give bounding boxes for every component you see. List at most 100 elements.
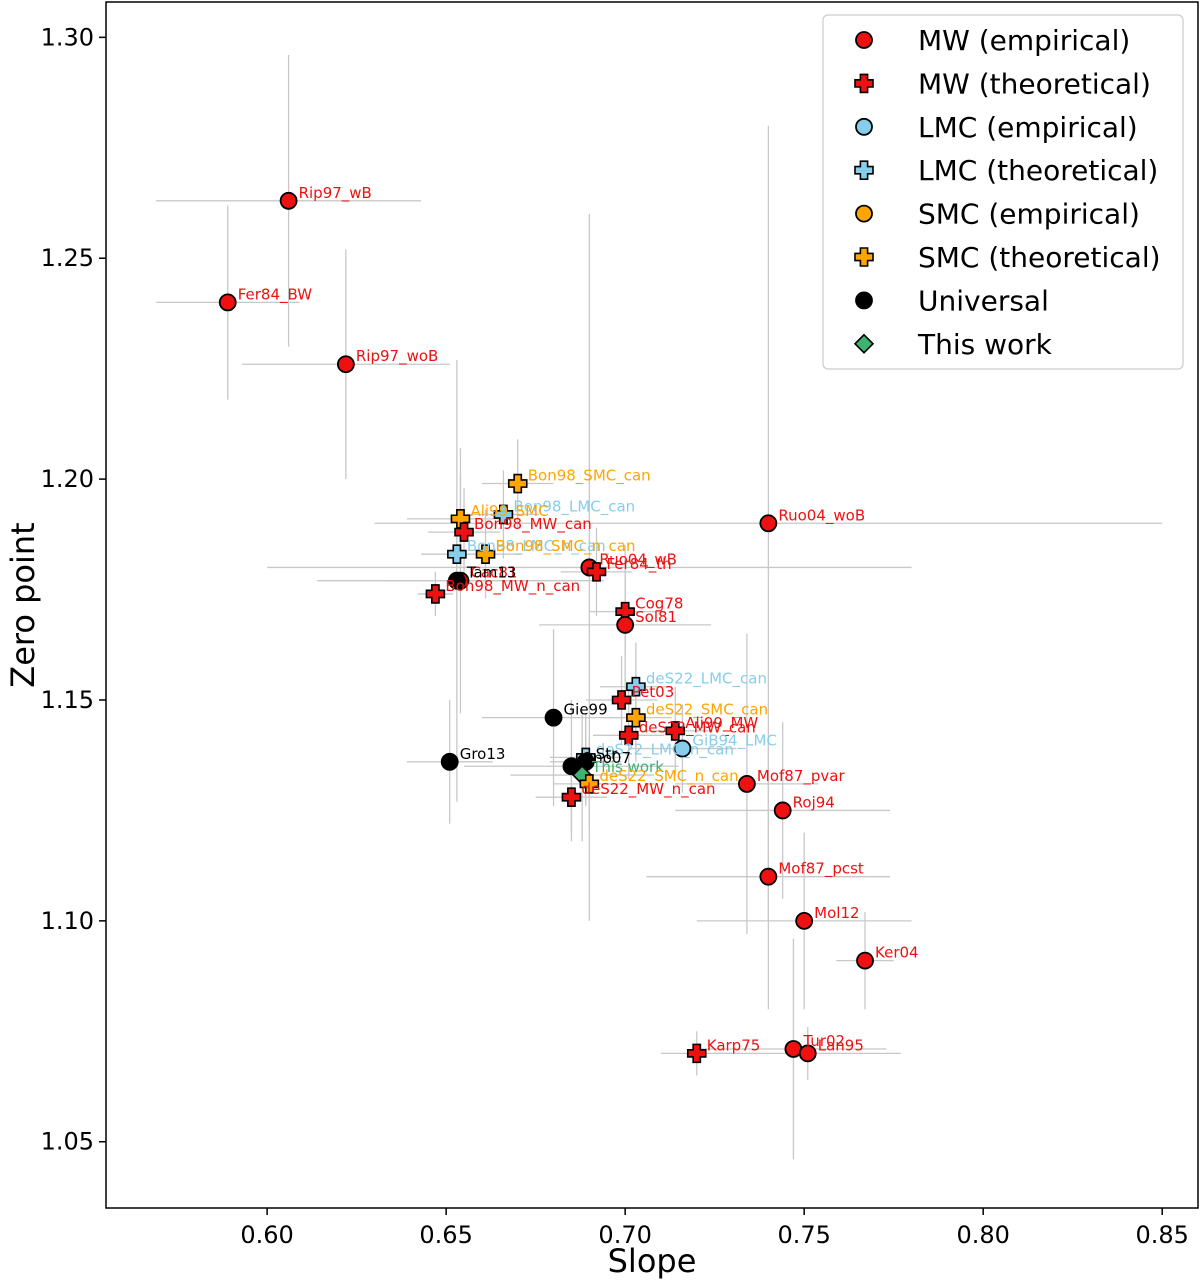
marker-rip97-wob bbox=[336, 355, 355, 374]
label-rip97-wob: Rip97_woB bbox=[356, 347, 438, 366]
y-axis-ticks: 1.05 1.10 1.15 1.20 1.25 1.30 bbox=[41, 23, 106, 1156]
label-mof87-pvar: Mof87_pvar bbox=[757, 767, 846, 786]
x-tick-label: 0.70 bbox=[598, 1221, 651, 1249]
y-tick-label: 1.25 bbox=[41, 244, 94, 272]
label-ruo04-wob: Ruo04_woB bbox=[778, 506, 865, 525]
label-gib94-lmc: GiB94_LMC bbox=[692, 732, 776, 751]
marker-bon98-lmc-can bbox=[493, 504, 514, 525]
label-bon98-smc-n-can: Bon98_SMC_n_can bbox=[496, 537, 636, 556]
legend-label-smc-theoretical: SMC (theoretical) bbox=[918, 241, 1161, 274]
marker-mof87-pvar bbox=[737, 775, 756, 793]
label-des22-mw-can: deS22_MW_can bbox=[639, 718, 756, 737]
y-tick-label: 1.15 bbox=[41, 686, 94, 714]
x-tick-label: 0.85 bbox=[1135, 1221, 1188, 1249]
x-tick-label: 0.65 bbox=[419, 1221, 472, 1249]
point-labels: Rip97_wB Fer84_BW Rip97_woB Bon98_SMC_can Bo… bbox=[238, 184, 919, 1055]
label-str: Str bbox=[596, 745, 618, 763]
label-gie99: Gie99 bbox=[564, 701, 608, 719]
legend-marker-mw-empirical bbox=[855, 31, 873, 49]
label-mof87-pcst: Mof87_pcst bbox=[778, 860, 864, 879]
legend-label-mw-theoretical: MW (theoretical) bbox=[918, 67, 1151, 100]
label-pet03: Pet03 bbox=[632, 683, 675, 701]
label-ruo04-wb: Ruo04_wB bbox=[599, 550, 677, 569]
legend-label-mw-empirical: MW (empirical) bbox=[918, 24, 1130, 57]
y-tick-label: 1.20 bbox=[41, 465, 94, 493]
marker-des22-mw-can bbox=[618, 725, 639, 746]
label-ker04: Ker04 bbox=[875, 944, 919, 962]
marker-mol12 bbox=[795, 911, 814, 930]
label-des22-lmc-can: deS22_LMC_can bbox=[646, 670, 767, 689]
label-rip97-wb: Rip97_wB bbox=[299, 184, 372, 203]
legend: MW (empirical) MW (theoretical) LMC (empir… bbox=[822, 14, 1184, 370]
marker-fer84-bw bbox=[218, 293, 237, 312]
label-des22-mw-n-can: deS22_MW_n_can bbox=[581, 780, 715, 799]
label-cac81: Cac81 bbox=[470, 564, 517, 582]
marker-bon98-mw-can bbox=[454, 522, 474, 542]
label-karp75: Karp75 bbox=[707, 1036, 761, 1054]
legend-marker-lmc-empirical bbox=[855, 117, 873, 136]
legend-frame bbox=[822, 14, 1184, 370]
label-ono07: Ono07 bbox=[581, 749, 631, 767]
label-des22-smc-can: deS22_SMC_can bbox=[646, 701, 768, 720]
marker-rip97-wb bbox=[279, 191, 298, 210]
label-bon98-mw-can: Bon98_MW_can bbox=[474, 515, 592, 534]
legend-marker-lmc-theoretical bbox=[854, 160, 874, 180]
x-axis-title: Slope bbox=[608, 1242, 697, 1280]
y-tick-label: 1.05 bbox=[41, 1128, 94, 1156]
y-tick-label: 1.10 bbox=[41, 907, 94, 935]
marker-pet03 bbox=[611, 690, 632, 710]
label-bon98-lmc-n-can: Bon98_LMC_n_can bbox=[467, 537, 606, 556]
marker-gib94-lmc bbox=[673, 739, 692, 758]
marker-gie99 bbox=[544, 708, 563, 727]
marker-des22-mw-n-can bbox=[561, 787, 582, 807]
marker-ker04 bbox=[856, 951, 874, 970]
legend-marker-smc-theoretical bbox=[854, 247, 874, 267]
label-gro13: Gro13 bbox=[460, 745, 506, 763]
label-cog78: Cog78 bbox=[635, 595, 683, 613]
legend-label-lmc-theoretical: LMC (theoretical) bbox=[918, 154, 1158, 187]
marker-bon98-smc-can bbox=[507, 473, 528, 494]
data-markers bbox=[218, 191, 874, 1064]
x-axis-ticks: 0.60 0.65 0.70 0.75 0.80 0.85 bbox=[240, 1208, 1189, 1249]
x-tick-label: 0.60 bbox=[240, 1221, 293, 1249]
marker-des22-smc-n-can bbox=[579, 774, 600, 794]
x-tick-label: 0.75 bbox=[777, 1221, 830, 1249]
label-mol12: Mol12 bbox=[814, 904, 859, 922]
label-tam13: Tam13 bbox=[466, 564, 517, 582]
legend-marker-smc-empirical bbox=[855, 204, 873, 223]
marker-mof87-pcst bbox=[759, 867, 778, 886]
label-des22-lmc-n-can: deS22_LMC_n_can bbox=[596, 740, 734, 759]
legend-label-this-work: This work bbox=[917, 328, 1053, 361]
label-ali99-smc: Ali99_SMC bbox=[470, 502, 548, 521]
marker-lan95 bbox=[798, 1044, 817, 1063]
marker-ruo04-wob bbox=[759, 514, 778, 533]
marker-des22-smc-can bbox=[626, 707, 646, 728]
label-des22-smc-n-can: deS22_SMC_n_can bbox=[599, 767, 738, 786]
label-sol81: Sol81 bbox=[635, 608, 677, 626]
legend-marker-universal bbox=[855, 291, 873, 310]
marker-ono07 bbox=[562, 757, 581, 776]
label-bon98-lmc-can: Bon98_LMC_can bbox=[513, 497, 635, 516]
legend-label-smc-empirical: SMC (empirical) bbox=[918, 198, 1140, 231]
label-ali99-mw: Ali99_MW bbox=[685, 714, 758, 733]
legend-label-lmc-empirical: LMC (empirical) bbox=[918, 111, 1138, 144]
label-bon98-mw-n-can: Bon98_MW_n_can bbox=[445, 577, 580, 596]
marker-fer84-th bbox=[586, 562, 607, 582]
label-lan95: Lan95 bbox=[818, 1036, 864, 1054]
x-tick-label: 0.80 bbox=[956, 1221, 1009, 1249]
marker-ali99-mw bbox=[665, 721, 686, 741]
marker-tam13 bbox=[447, 571, 466, 590]
y-axis-title: Zero point bbox=[4, 522, 42, 687]
marker-des22-lmc-can bbox=[626, 676, 646, 697]
marker-bon98-smc-n-can bbox=[475, 544, 496, 564]
legend-marker-mw-theoretical bbox=[854, 73, 874, 94]
label-tur02: Tur02 bbox=[802, 1032, 845, 1050]
legend-marker-this-work bbox=[853, 333, 875, 354]
marker-karp75 bbox=[686, 1043, 707, 1064]
marker-gro13 bbox=[440, 752, 459, 771]
label-roj94: Roj94 bbox=[793, 793, 835, 811]
label-bon98-smc-can: Bon98_SMC_can bbox=[528, 467, 651, 486]
marker-bon98-mw-n-can bbox=[425, 584, 446, 604]
legend-label-universal: Universal bbox=[918, 284, 1049, 317]
